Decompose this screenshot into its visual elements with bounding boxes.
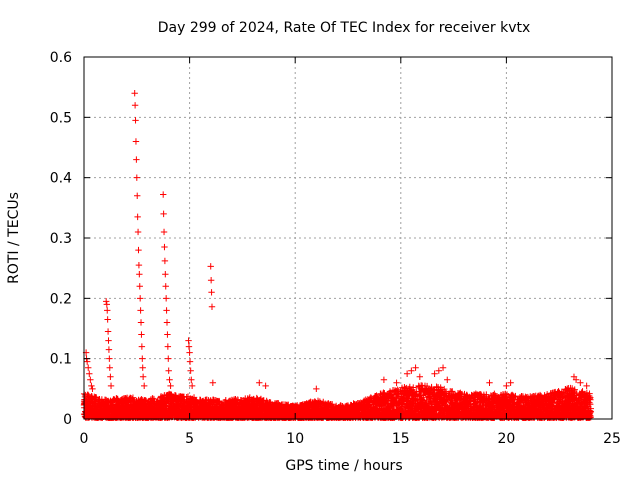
chart-title: Day 299 of 2024, Rate Of TEC Index for r… <box>158 20 531 36</box>
data-point <box>183 393 190 401</box>
grid-lines <box>84 57 612 419</box>
data-points <box>80 90 595 421</box>
data-point <box>129 394 137 401</box>
